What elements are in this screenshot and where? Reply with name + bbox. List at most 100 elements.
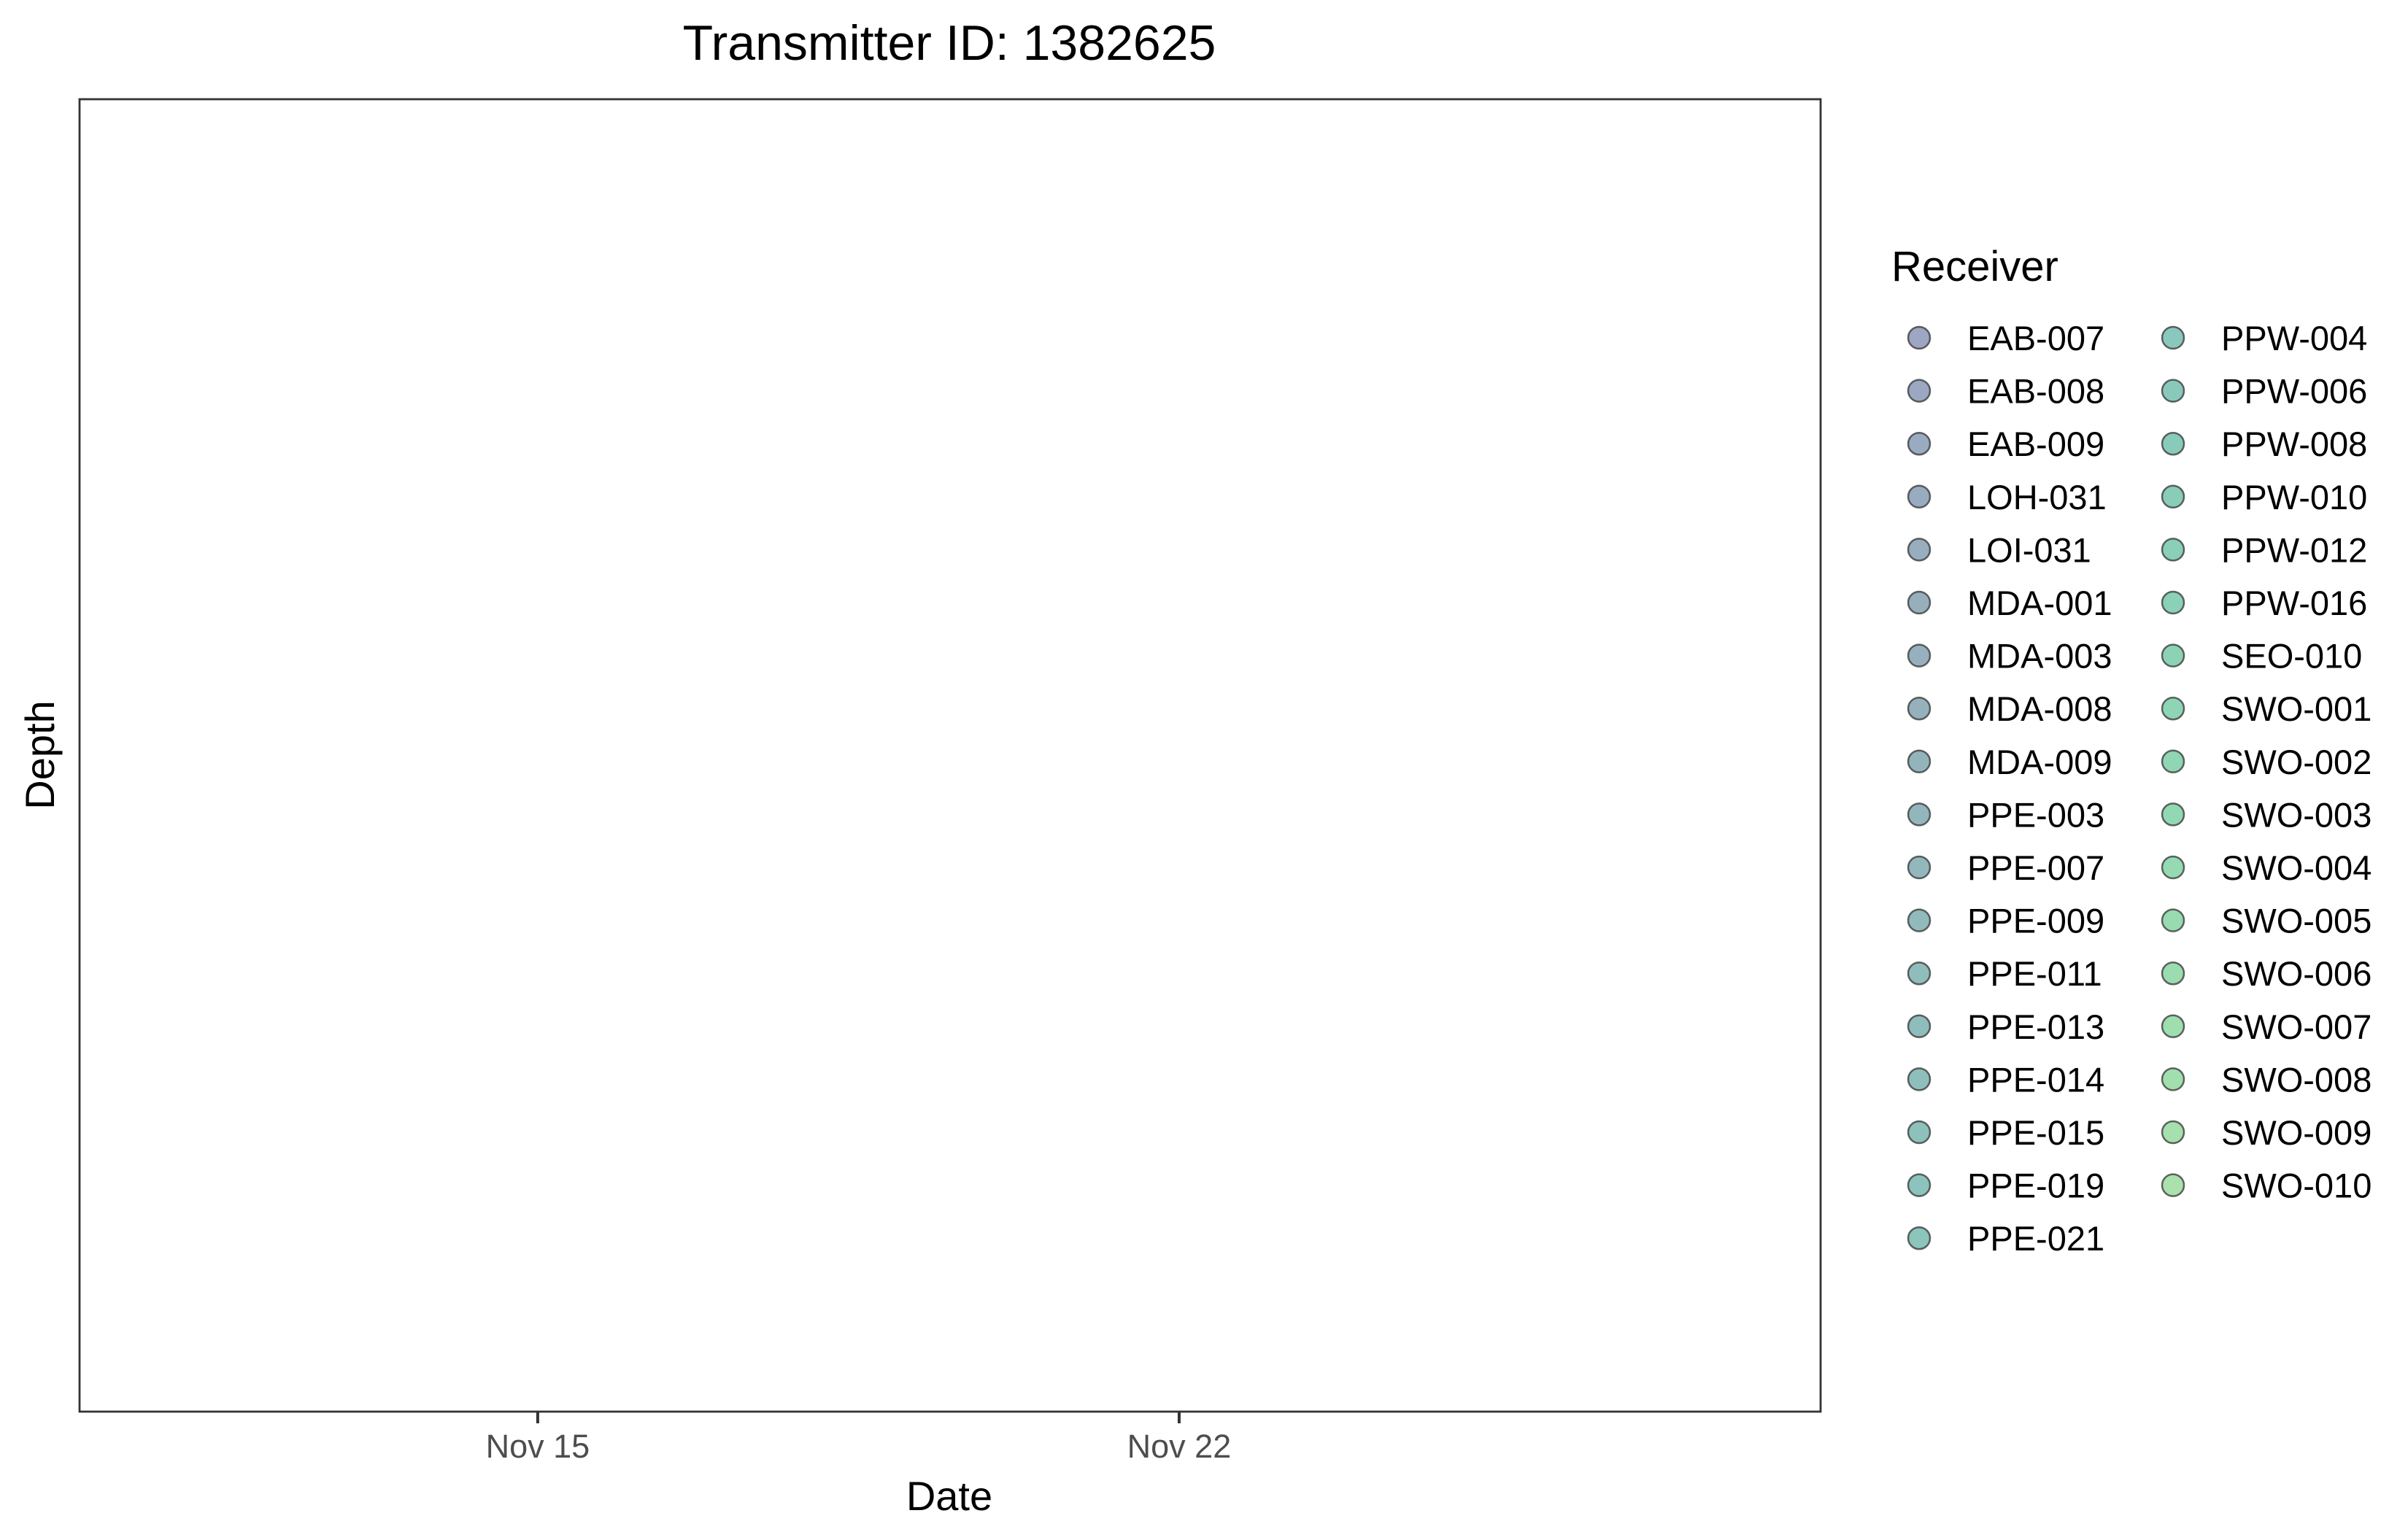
legend-key-marker [1907,325,1932,350]
x-tick-label: Nov 22 [1127,1428,1232,1465]
plot-panel [78,98,1822,1413]
legend-label: LOI-031 [1967,530,2091,569]
legend-label: MDA-009 [1967,743,2112,781]
legend-item: PPW-010 [2161,478,2367,517]
legend-item: PPE-009 [1907,902,2104,940]
legend-label: SWO-004 [2221,848,2372,887]
legend-item: SWO-001 [2161,689,2372,728]
legend-key-marker [1907,749,1932,774]
legend-item: PPW-008 [2161,425,2367,463]
legend-key-marker [1907,961,1932,986]
legend-label: PPE-007 [1967,848,2104,887]
legend-item: SWO-005 [2161,902,2372,940]
legend-key-marker [1907,643,1932,668]
legend-key-marker [1907,538,1932,562]
legend-label: PPW-012 [2221,530,2367,569]
legend-label: PPE-014 [1967,1060,2104,1099]
x-axis: Nov 15 Nov 22 [486,1412,1232,1465]
legend-item: SEO-010 [2161,637,2362,676]
legend-key-marker [2161,379,2185,403]
legend-item: PPE-021 [1907,1219,2104,1258]
legend-item: MDA-001 [1907,584,2112,622]
legend-key-marker [2161,325,2185,350]
legend-label: PPW-016 [2221,584,2367,622]
legend-item: PPE-011 [1907,954,2102,993]
legend-key-marker [1907,1014,1932,1039]
legend-label: PPE-019 [1967,1167,2104,1205]
legend-label: SWO-006 [2221,954,2372,993]
legend-key-marker [1907,855,1932,880]
legend-label: MDA-008 [1967,689,2112,728]
legend-item: SWO-010 [2161,1167,2372,1205]
legend-key-marker [2161,1173,2185,1197]
legend-key-marker [2161,1014,2185,1039]
legend-item: PPE-003 [1907,795,2104,834]
legend-label: MDA-003 [1967,637,2112,676]
legend-label: PPW-010 [2221,478,2367,517]
legend-key-marker [2161,1120,2185,1145]
legend-label: PPE-011 [1967,954,2102,993]
legend-title: Receiver [1891,243,2058,290]
legend-entries: EAB-007 EAB-008 EAB-009 LOH-031 LOI-031 MDA-0… [1907,319,2372,1258]
legend-item: SWO-009 [2161,1113,2372,1152]
legend-label: MDA-001 [1967,584,2112,622]
legend-key-marker [1907,431,1932,456]
legend-label: EAB-007 [1967,319,2104,357]
legend-item: EAB-007 [1907,319,2104,357]
legend-label: PPW-008 [2221,425,2367,463]
legend-key-marker [2161,908,2185,932]
legend-label: PPE-009 [1967,902,2104,940]
legend-item: LOH-031 [1907,478,2107,517]
x-tick-label: Nov 15 [486,1428,590,1465]
legend-label: SWO-003 [2221,795,2372,834]
legend-item: PPE-015 [1907,1113,2104,1152]
legend-item: PPE-013 [1907,1007,2104,1046]
legend-key-marker [2161,696,2185,721]
legend-key-marker [1907,802,1932,827]
legend-item: SWO-008 [2161,1060,2372,1099]
legend-key-marker [2161,802,2185,827]
legend-item: MDA-003 [1907,637,2112,676]
legend-item: SWO-007 [2161,1007,2372,1046]
legend-item: SWO-006 [2161,954,2372,993]
legend-label: PPE-021 [1967,1219,2104,1258]
legend-key-marker [2161,749,2185,774]
legend-item: SWO-004 [2161,848,2372,887]
legend-key-marker [2161,855,2185,880]
legend-key-marker [1907,1173,1932,1197]
legend-item: PPE-007 [1907,848,2104,887]
legend-label: PPE-013 [1967,1007,2104,1046]
legend-item: PPE-019 [1907,1167,2104,1205]
legend-label: SWO-009 [2221,1113,2372,1152]
legend-key-marker [1907,908,1932,932]
legend-item: PPW-012 [2161,530,2367,569]
legend-label: SWO-008 [2221,1060,2372,1099]
legend-label: SWO-010 [2221,1167,2372,1205]
legend-label: EAB-008 [1967,372,2104,411]
legend-label: EAB-009 [1967,425,2104,463]
x-axis-title: Date [906,1473,992,1519]
legend-key-marker [2161,431,2185,456]
legend-item: PPE-014 [1907,1060,2104,1099]
legend-label: SWO-002 [2221,743,2372,781]
legend-label: PPE-003 [1967,795,2104,834]
legend-item: MDA-008 [1907,689,2112,728]
legend-key-marker [1907,696,1932,721]
legend-item: PPW-006 [2161,372,2367,411]
legend-key-marker [1907,1120,1932,1145]
legend-key-marker [2161,961,2185,986]
legend-key-marker [2161,1067,2185,1091]
legend: Receiver EAB-007 EAB-008 EAB-009 LOH-031 LOI… [1891,243,2372,1258]
legend-key-marker [2161,590,2185,615]
legend-item: SWO-003 [2161,795,2372,834]
legend-key-marker [2161,484,2185,509]
legend-key-marker [1907,590,1932,615]
legend-item: MDA-009 [1907,743,2112,781]
legend-item: PPW-016 [2161,584,2367,622]
legend-item: LOI-031 [1907,530,2091,569]
legend-item: EAB-008 [1907,372,2104,411]
legend-label: LOH-031 [1967,478,2107,517]
legend-item: SWO-002 [2161,743,2372,781]
legend-key-marker [2161,643,2185,668]
